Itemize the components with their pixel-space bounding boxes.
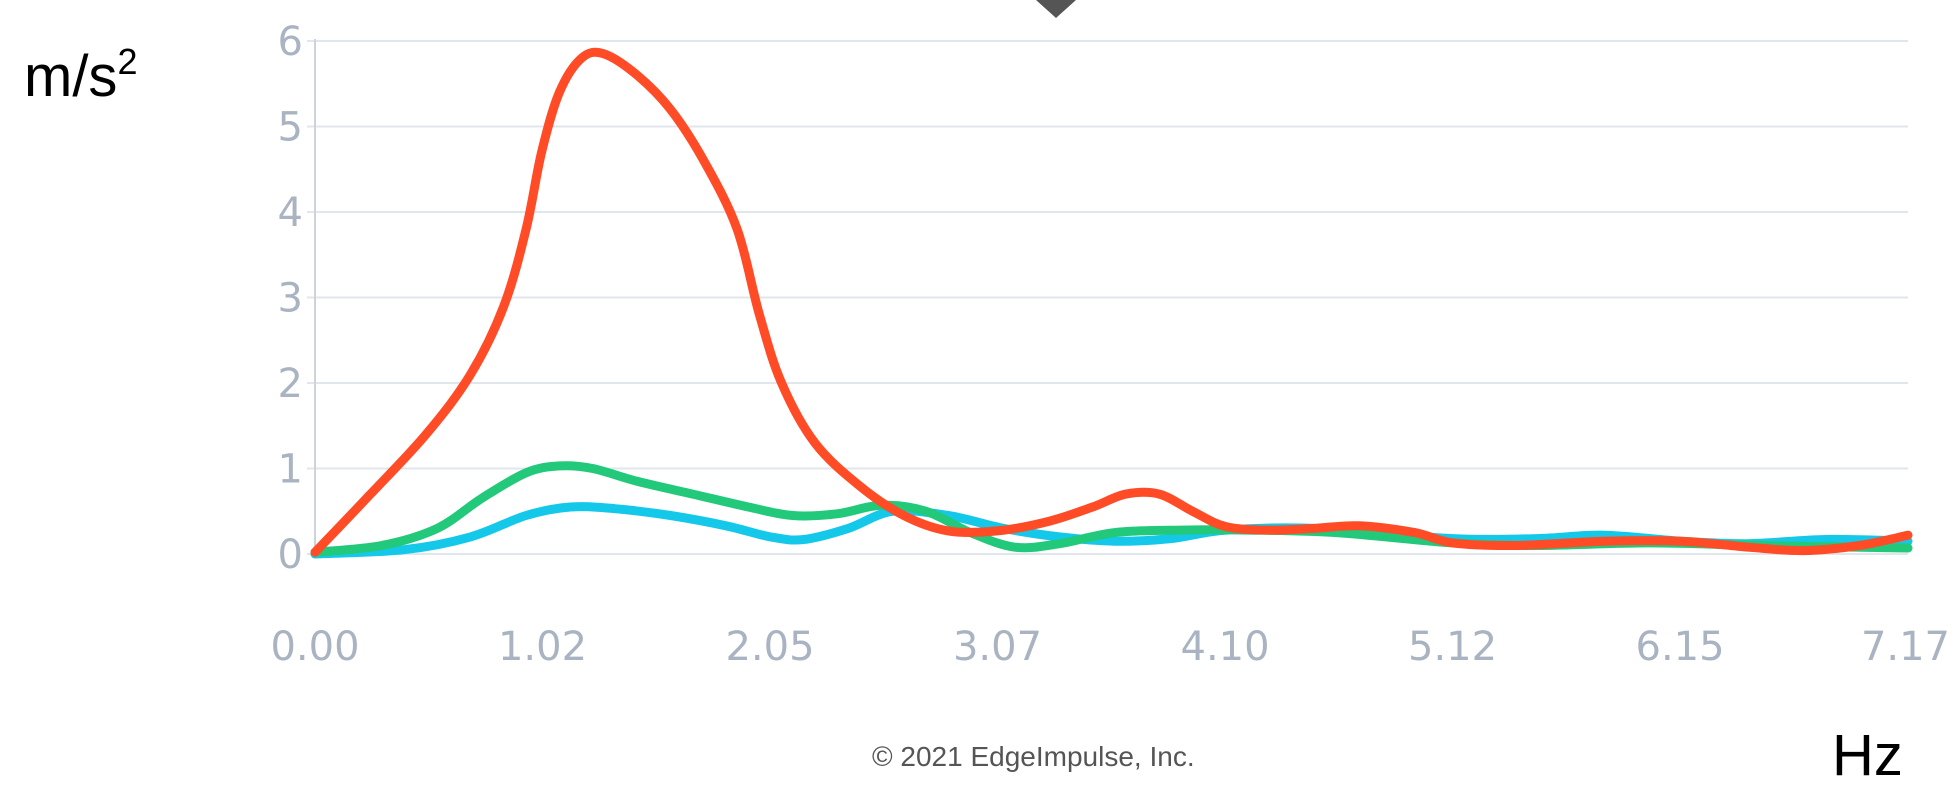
x-tick-label: 1.02: [498, 624, 587, 670]
y-tick-labels: 0 1 2 3 4 5 6: [278, 19, 303, 578]
x-tick-label: 0.00: [270, 624, 359, 670]
x-tick-label: 2.05: [725, 624, 814, 670]
x-tick-label: 7.17: [1861, 624, 1950, 670]
x-tick-label: 3.07: [953, 624, 1042, 670]
y-axis-label: m/s2: [24, 41, 137, 109]
y-tick-label: 2: [278, 361, 303, 407]
y-tick-label: 5: [278, 105, 303, 151]
series-lines: [310, 47, 1913, 559]
y-tick-label: 3: [278, 276, 303, 322]
y-axis-label-superscript: 2: [117, 41, 137, 82]
y-tick-label: 4: [278, 190, 303, 236]
y-tick-label: 6: [278, 19, 303, 65]
x-tick-labels: 0.00 1.02 2.05 3.07 4.10 5.12 6.15 7.17: [270, 624, 1950, 670]
x-tick-label: 4.10: [1181, 624, 1270, 670]
x-tick-label: 5.12: [1408, 624, 1497, 670]
y-tick-label: 0: [278, 532, 303, 578]
copyright-text: © 2021 EdgeImpulse, Inc.: [872, 741, 1195, 772]
series-line-0: [310, 47, 1913, 557]
marker-triangle: [1036, 0, 1076, 18]
x-tick-label: 6.15: [1636, 624, 1725, 670]
x-axis-label: Hz: [1832, 723, 1903, 785]
y-tick-label: 1: [278, 447, 303, 493]
